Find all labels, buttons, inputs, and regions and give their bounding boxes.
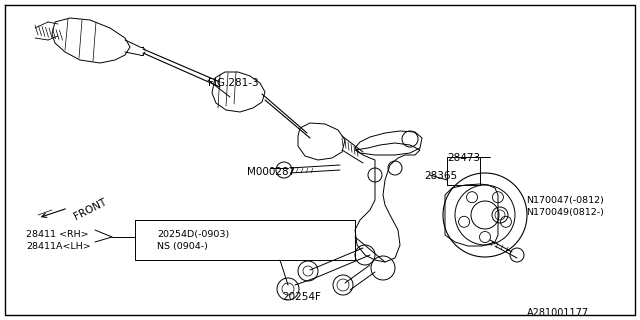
Text: FRONT: FRONT xyxy=(72,197,108,222)
Text: A281001177: A281001177 xyxy=(527,308,589,318)
Text: M000287: M000287 xyxy=(247,167,295,177)
Text: 20254F: 20254F xyxy=(282,292,321,302)
Text: N170049(0812-): N170049(0812-) xyxy=(526,208,604,217)
Text: 28473: 28473 xyxy=(447,153,480,163)
Text: FIG.281-3: FIG.281-3 xyxy=(208,78,259,88)
Text: N170047(-0812): N170047(-0812) xyxy=(526,196,604,205)
Text: 28365: 28365 xyxy=(424,171,457,181)
Text: 20254D(-0903): 20254D(-0903) xyxy=(157,230,229,239)
Text: 28411 <RH>: 28411 <RH> xyxy=(26,230,88,239)
Text: 28411A<LH>: 28411A<LH> xyxy=(26,242,91,251)
Text: NS (0904-): NS (0904-) xyxy=(157,242,208,251)
